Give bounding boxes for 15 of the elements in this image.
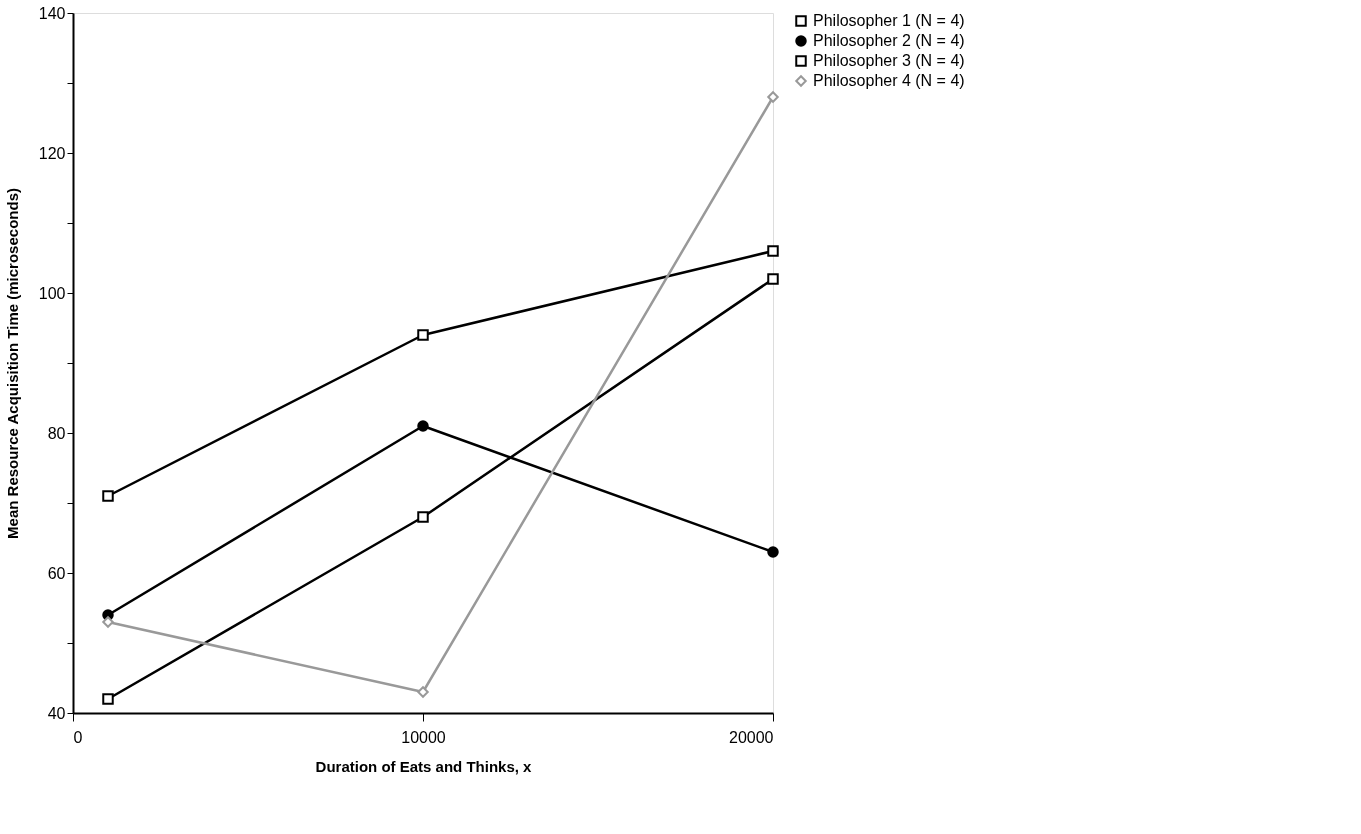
y-tick-label: 60: [47, 564, 66, 582]
y-tick-label: 120: [38, 144, 66, 162]
x-tick-label: 10000: [401, 728, 446, 746]
y-tick-label: 80: [47, 424, 66, 442]
y-tick-label: 140: [38, 4, 66, 22]
legend-label: Philosopher 1 (N = 4): [813, 12, 965, 29]
y-tick-label: 100: [38, 284, 66, 302]
legend-label: Philosopher 3 (N = 4): [813, 52, 965, 69]
y-axis-title: Mean Resource Acquisition Time (microseconds): [3, 188, 21, 539]
x-tick-label: 0: [73, 728, 83, 746]
y-tick-label: 40: [47, 704, 66, 722]
x-tick-label: 20000: [729, 728, 774, 746]
x-axis-title: Duration of Eats and Thinks, x: [315, 757, 533, 775]
legend-label: Philosopher 2 (N = 4): [813, 32, 965, 49]
legend-label: Philosopher 4 (N = 4): [813, 72, 965, 89]
